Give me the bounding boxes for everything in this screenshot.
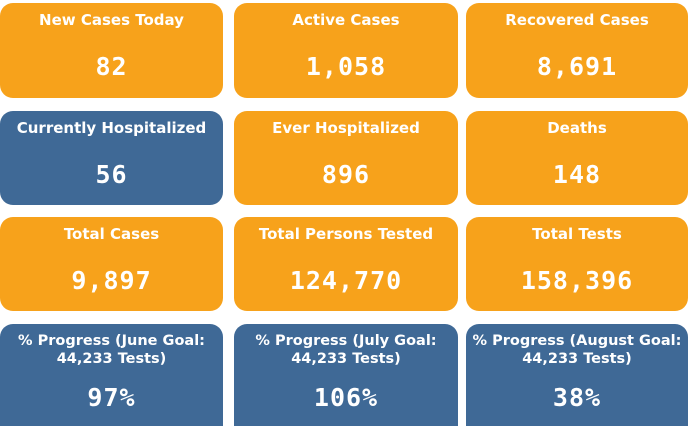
card-label: Total Cases xyxy=(63,225,160,243)
card-new-cases-today: New Cases Today 82 xyxy=(0,3,223,98)
card-active-cases: Active Cases 1,058 xyxy=(234,3,458,98)
card-label: Recovered Cases xyxy=(505,11,649,29)
card-value: 106% xyxy=(313,383,379,412)
card-progress-july: % Progress (July Goal: 44,233 Tests) 106… xyxy=(234,324,458,426)
card-value: 82 xyxy=(95,52,128,81)
card-label: % Progress (August Goal: 44,233 Tests) xyxy=(472,333,682,367)
card-value: 56 xyxy=(95,160,128,189)
card-value: 158,396 xyxy=(520,266,634,295)
card-value: 896 xyxy=(321,160,371,189)
card-value: 1,058 xyxy=(305,52,387,81)
card-currently-hospitalized: Currently Hospitalized 56 xyxy=(0,111,223,205)
card-total-cases: Total Cases 9,897 xyxy=(0,217,223,311)
card-progress-august: % Progress (August Goal: 44,233 Tests) 3… xyxy=(466,324,688,426)
card-recovered-cases: Recovered Cases 8,691 xyxy=(466,3,688,98)
card-total-persons-tested: Total Persons Tested 124,770 xyxy=(234,217,458,311)
card-total-tests: Total Tests 158,396 xyxy=(466,217,688,311)
card-progress-june: % Progress (June Goal: 44,233 Tests) 97% xyxy=(0,324,223,426)
card-label: % Progress (July Goal: 44,233 Tests) xyxy=(255,333,437,367)
card-label: Ever Hospitalized xyxy=(272,119,420,137)
card-ever-hospitalized: Ever Hospitalized 896 xyxy=(234,111,458,205)
card-label: Currently Hospitalized xyxy=(16,119,207,137)
card-deaths: Deaths 148 xyxy=(466,111,688,205)
card-label: Total Tests xyxy=(532,225,622,243)
card-value: 148 xyxy=(552,160,602,189)
card-value: 97% xyxy=(87,383,136,412)
card-value: 9,897 xyxy=(71,266,152,295)
card-label: Active Cases xyxy=(292,11,400,29)
card-value: 124,770 xyxy=(289,266,403,295)
card-value: 8,691 xyxy=(536,52,618,81)
card-label: % Progress (June Goal: 44,233 Tests) xyxy=(18,333,205,367)
card-label: Deaths xyxy=(547,119,607,137)
card-label: Total Persons Tested xyxy=(258,225,434,243)
card-value: 38% xyxy=(552,383,602,412)
card-label: New Cases Today xyxy=(39,11,184,29)
